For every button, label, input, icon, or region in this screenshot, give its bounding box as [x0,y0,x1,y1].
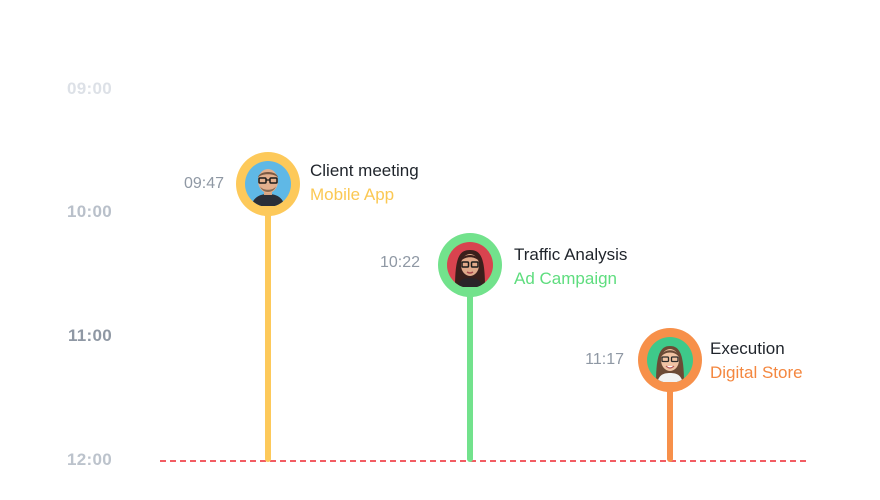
event-title: Traffic Analysis [514,245,628,264]
event-time: 09:47 [183,175,224,192]
event-time: 10:22 [379,254,420,271]
event-stem [667,385,673,462]
event-time: 11:17 [585,351,624,368]
event-stem [265,205,271,462]
time-label-1100: 11:00 [67,326,112,345]
event-project: Mobile App [310,185,395,204]
event-stem [467,290,473,462]
event-title: Execution [710,339,785,358]
woman-with-glasses-avatar [447,242,493,288]
event-project: Digital Store [710,363,803,382]
event-pin[interactable] [638,328,702,396]
time-label-1200: 12:00 [67,450,112,469]
man-with-glasses-avatar [245,161,291,207]
current-time-line [160,460,806,462]
woman-smiling-avatar [647,337,693,383]
event-pin[interactable] [438,233,502,301]
time-label-0900: 09:00 [67,79,112,98]
event-project: Ad Campaign [514,269,618,288]
event-pin[interactable] [236,152,300,220]
event-title: Client meeting [310,161,419,180]
time-label-1000: 10:00 [67,202,112,221]
